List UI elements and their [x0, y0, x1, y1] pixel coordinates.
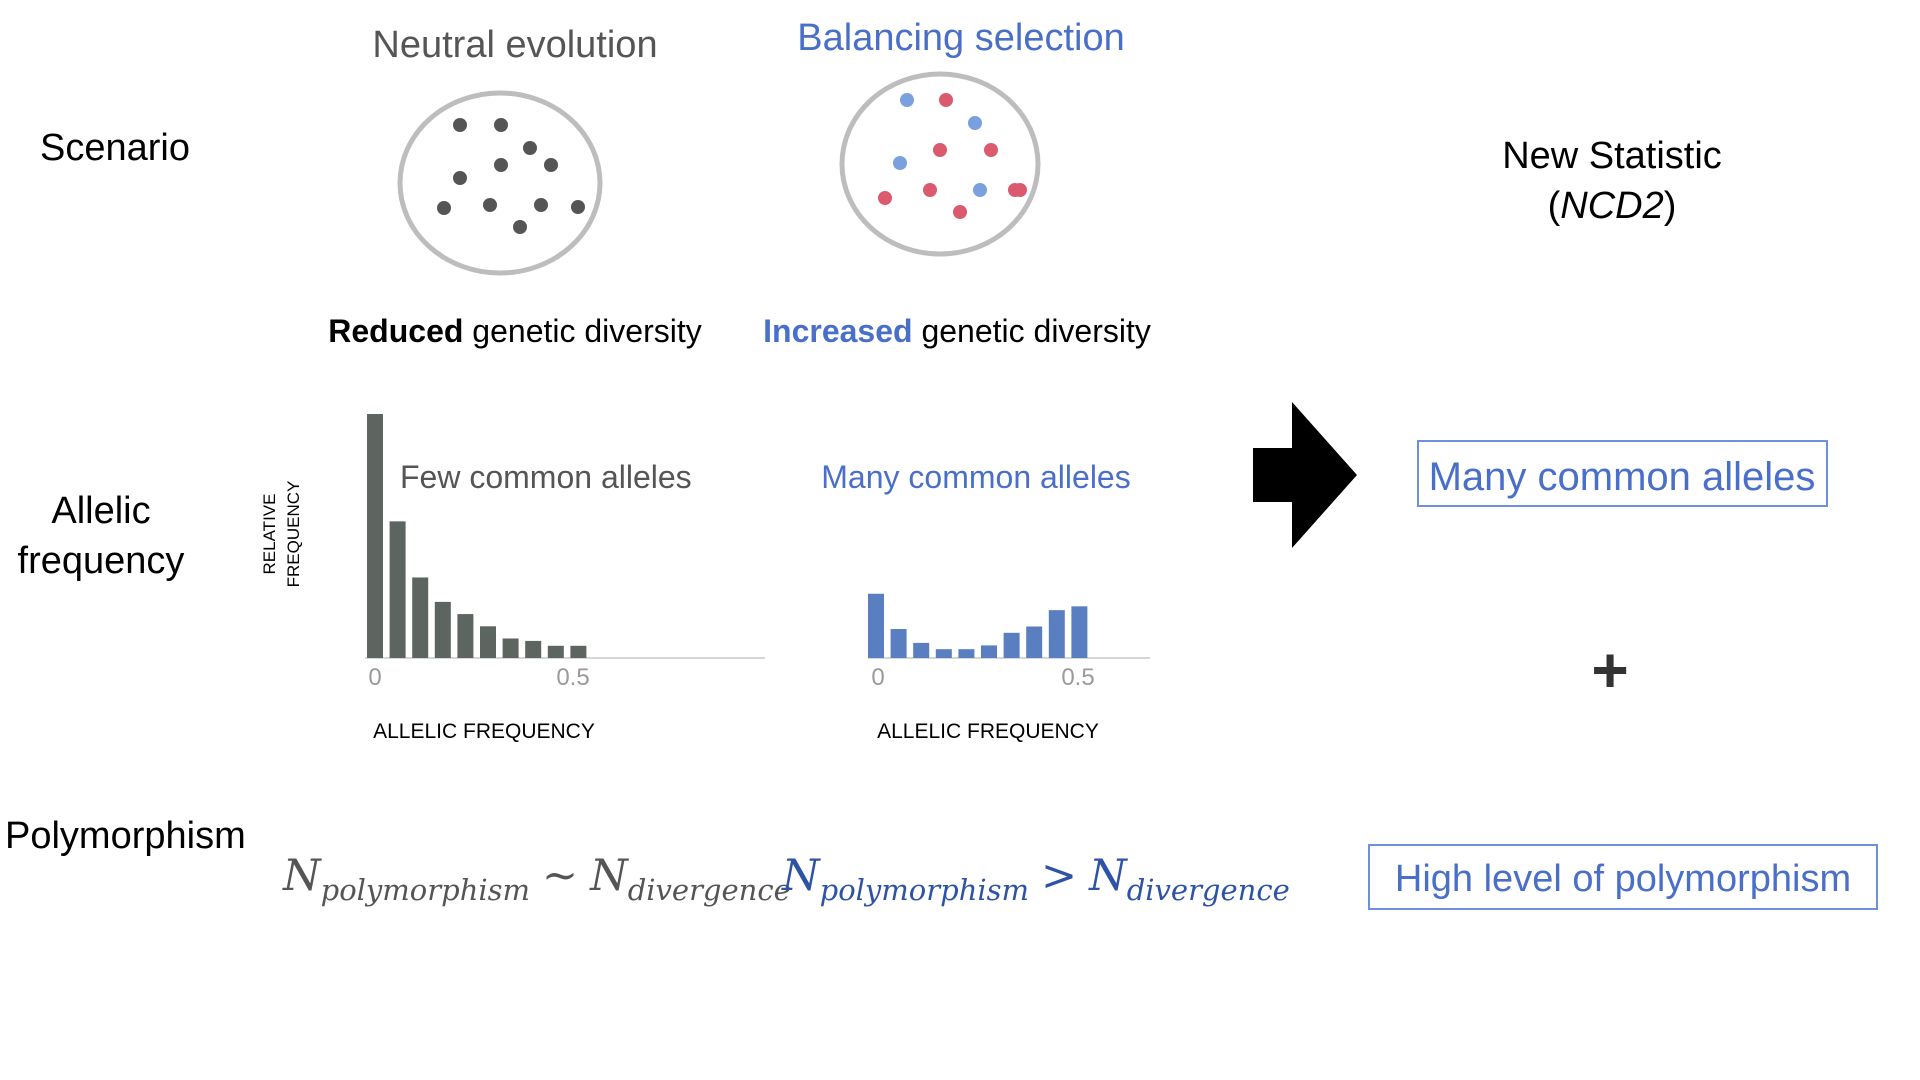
population-dot — [1013, 183, 1027, 197]
population-dot — [453, 171, 467, 185]
balancing-population-dots — [878, 93, 1027, 219]
chart-bar — [367, 414, 383, 658]
balancing-polymorphism-formula: Npolymorphism > Ndivergence — [781, 851, 1290, 907]
population-dot — [437, 201, 451, 215]
chart-bar — [913, 642, 930, 658]
chart-tick-label: 0 — [368, 664, 381, 691]
neutral-polymorphism-formula: Npolymorphism ~ Ndivergence — [282, 851, 791, 907]
chart-ylabel-frequency: frequency — [284, 481, 303, 588]
chart-ylabel-relative: Relative — [260, 494, 279, 575]
neutral-frequency-chart: Relative frequency Few common alleles 0 … — [260, 414, 765, 743]
formula-n: N — [781, 851, 821, 901]
result-box-common-alleles-label: Many common alleles — [1429, 455, 1816, 499]
paren-open: ( — [1548, 185, 1561, 227]
population-dot — [544, 158, 558, 172]
formula-subscript: polymorphism — [820, 873, 1029, 907]
result-box-common-alleles — [1417, 440, 1828, 507]
chart-bar — [868, 593, 884, 658]
balancing-diversity-caption: Increased genetic diversity — [763, 313, 1151, 349]
chart-bar — [480, 626, 496, 658]
population-dot — [483, 198, 497, 212]
chart-tick-label: 0.5 — [1061, 664, 1094, 691]
balancing-diversity-rest: genetic diversity — [913, 313, 1151, 349]
formula-operator: > — [1041, 851, 1077, 901]
row-label-allelic: Allelic — [51, 490, 150, 532]
chart-bar — [890, 629, 907, 658]
neutral-diversity-bold: Reduced — [328, 313, 463, 349]
population-dot — [523, 141, 537, 155]
chart-xlabel: Allelic Frequency — [373, 720, 595, 743]
population-dot — [571, 200, 585, 214]
chart-bar — [1003, 632, 1020, 658]
population-dot — [933, 143, 947, 157]
chart-bar — [981, 645, 997, 658]
chart-bar — [958, 649, 975, 658]
plus-icon: + — [1591, 634, 1628, 706]
balancing-title: Balancing selection — [797, 17, 1124, 59]
ncd2-italic: NCD2 — [1560, 185, 1663, 227]
population-dot — [923, 183, 937, 197]
formula-operator: ~ — [542, 851, 578, 901]
chart-bars — [367, 414, 587, 658]
right-arrow-icon — [1253, 402, 1357, 548]
formula-subscript: divergence — [628, 873, 791, 907]
result-box-polymorphism-label: High level of polymorphism — [1395, 858, 1851, 900]
row-label-polymorphism: Polymorphism — [5, 815, 246, 857]
chart-bar — [935, 649, 952, 658]
row-label-frequency: frequency — [18, 540, 185, 582]
balancing-diversity-bold: Increased — [763, 313, 912, 349]
chart-bar — [457, 614, 474, 658]
chart-bar — [1071, 606, 1088, 658]
population-dot — [513, 220, 527, 234]
formula-n: N — [1088, 851, 1128, 901]
chart-bar — [1026, 626, 1043, 658]
balancing-population-circle — [839, 71, 1041, 257]
chart-bar — [434, 601, 451, 658]
chart-bar — [525, 640, 542, 658]
chart-bar — [502, 638, 519, 658]
neutral-title: Neutral evolution — [372, 24, 657, 66]
chart-tick-label: 0.5 — [556, 664, 589, 691]
formula-n: N — [589, 851, 629, 901]
population-dot — [878, 191, 892, 205]
neutral-diversity-caption: Reduced genetic diversity — [328, 313, 701, 349]
chart-bar — [1048, 610, 1065, 658]
neutral-population-circle — [397, 90, 603, 276]
population-dot — [984, 143, 998, 157]
chart-bar — [389, 521, 406, 658]
paren-close: ) — [1664, 185, 1677, 227]
new-statistic-title: New Statistic — [1502, 135, 1722, 177]
population-dot — [453, 118, 467, 132]
population-dot — [494, 118, 508, 132]
population-dot — [968, 116, 982, 130]
population-dot — [494, 158, 508, 172]
chart-bar — [570, 645, 587, 658]
population-dot — [893, 156, 907, 170]
formula-subscript: divergence — [1127, 873, 1290, 907]
chart-tick-label: 0 — [871, 664, 884, 691]
population-dot — [953, 205, 967, 219]
row-label-scenario: Scenario — [40, 127, 190, 169]
formula-subscript: polymorphism — [321, 873, 530, 907]
neutral-population-dots — [437, 118, 585, 234]
balancing-frequency-chart: Many common alleles 0 0.5 Allelic Freque… — [821, 459, 1150, 743]
formula-n: N — [282, 851, 322, 901]
chart-bars — [868, 593, 1088, 658]
neutral-diversity-rest: genetic diversity — [463, 313, 701, 349]
result-box-polymorphism — [1368, 844, 1878, 910]
chart-annotation: Many common alleles — [821, 459, 1130, 495]
population-dot — [534, 198, 548, 212]
population-dot — [973, 183, 987, 197]
chart-bar — [412, 577, 429, 658]
chart-xlabel: Allelic Frequency — [877, 720, 1099, 743]
chart-bar — [547, 645, 564, 658]
chart-annotation: Few common alleles — [400, 459, 692, 495]
population-dot — [939, 93, 953, 107]
population-dot — [900, 93, 914, 107]
new-statistic-name: (NCD2) — [1548, 185, 1677, 227]
